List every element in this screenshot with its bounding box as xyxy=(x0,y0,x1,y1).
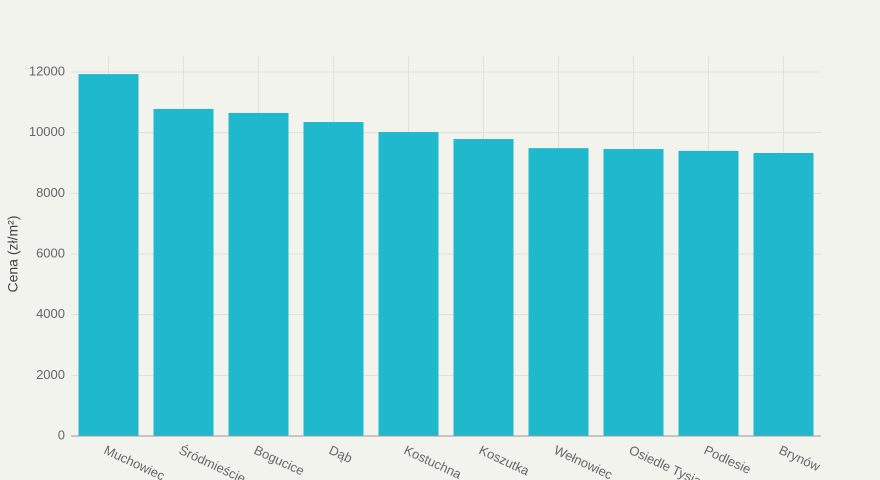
y-tick-label: 12000 xyxy=(29,63,65,78)
bar xyxy=(528,148,589,437)
bar xyxy=(453,139,514,436)
y-tick-label: 6000 xyxy=(36,245,65,260)
bar xyxy=(753,152,814,437)
y-tick-label: 4000 xyxy=(36,306,65,321)
y-tick-label: 8000 xyxy=(36,185,65,200)
y-axis-title: Cena (zł/m²) xyxy=(5,215,21,292)
bar xyxy=(153,109,214,437)
bar xyxy=(303,122,364,437)
bar xyxy=(603,149,664,436)
y-tick-label: 0 xyxy=(58,427,65,442)
bar xyxy=(78,74,139,436)
bar xyxy=(678,150,739,436)
y-tick-label: 10000 xyxy=(29,124,65,139)
bar xyxy=(378,132,439,436)
y-tick-label: 2000 xyxy=(36,367,65,382)
bar xyxy=(228,112,289,436)
